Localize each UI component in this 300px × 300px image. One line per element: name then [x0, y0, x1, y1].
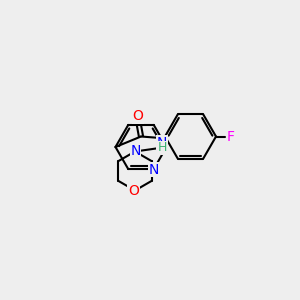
Text: O: O	[133, 110, 143, 123]
Text: N: N	[157, 136, 167, 150]
Text: F: F	[226, 130, 234, 143]
Text: N: N	[148, 163, 159, 177]
Text: N: N	[130, 144, 141, 158]
Text: H: H	[157, 141, 167, 154]
Text: O: O	[128, 184, 139, 197]
